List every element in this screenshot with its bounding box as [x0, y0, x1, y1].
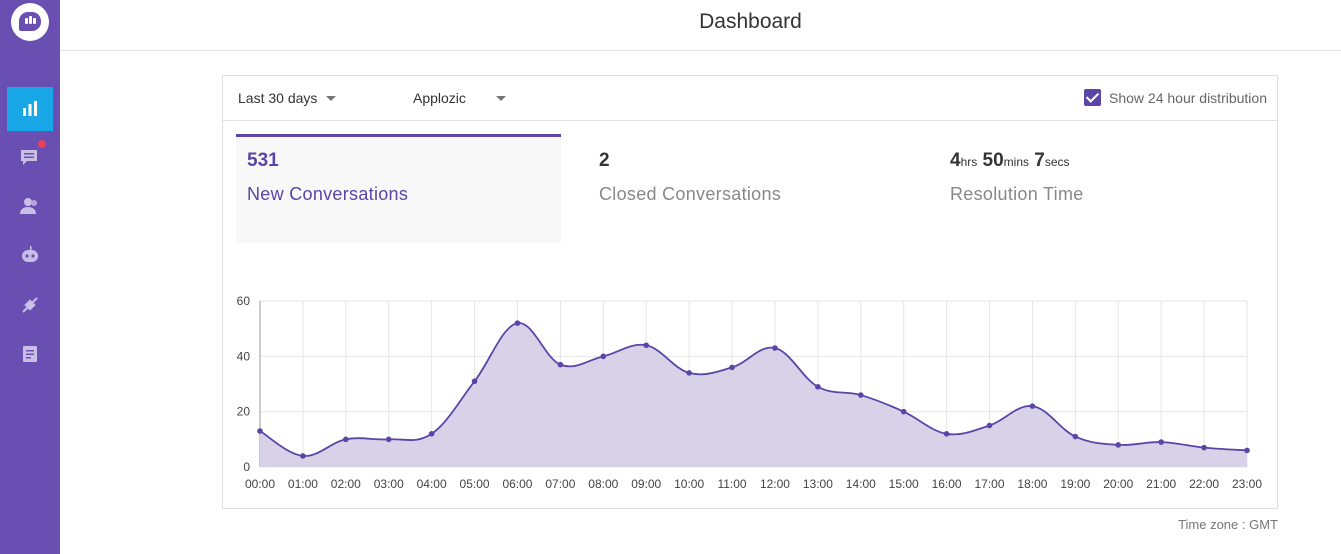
- header: Dashboard: [60, 0, 1341, 51]
- filter-toolbar: Last 30 days Applozic Show 24 hour distr…: [223, 76, 1277, 121]
- resolution-mins-unit: mins: [1003, 155, 1030, 169]
- x-tick-label: 14:00: [846, 477, 876, 491]
- x-tick-label: 08:00: [588, 477, 618, 491]
- x-tick-label: 19:00: [1060, 477, 1090, 491]
- x-tick-label: 05:00: [460, 477, 490, 491]
- x-tick-label: 10:00: [674, 477, 704, 491]
- x-tick-label: 09:00: [631, 477, 661, 491]
- x-tick-label: 00:00: [245, 477, 275, 491]
- nav-dashboard[interactable]: [7, 87, 53, 131]
- metric-new-conversations[interactable]: 531 New Conversations: [236, 134, 561, 242]
- metric-value: 2: [599, 150, 610, 171]
- x-tick-label: 16:00: [932, 477, 962, 491]
- dashboard-card: Last 30 days Applozic Show 24 hour distr…: [222, 75, 1278, 509]
- metric-closed-conversations[interactable]: 2 Closed Conversations: [588, 134, 913, 242]
- data-point: [300, 453, 306, 459]
- data-point: [1244, 447, 1250, 454]
- nav-users[interactable]: [7, 184, 53, 228]
- x-tick-label: 07:00: [545, 477, 575, 491]
- data-point: [772, 345, 778, 351]
- data-point: [1201, 444, 1207, 451]
- notification-dot: [38, 140, 46, 148]
- x-tick-label: 04:00: [417, 477, 447, 491]
- nav-bot[interactable]: [7, 234, 53, 278]
- data-point: [643, 342, 650, 349]
- data-point: [815, 383, 821, 390]
- resolution-secs: 7: [1034, 150, 1045, 171]
- data-point: [557, 361, 564, 368]
- y-tick-label: 0: [243, 460, 250, 474]
- x-tick-label: 15:00: [889, 477, 919, 491]
- y-tick-label: 20: [237, 405, 251, 419]
- nav-integrations[interactable]: [7, 283, 53, 327]
- series-area: [260, 322, 1247, 467]
- data-point: [471, 378, 478, 385]
- bar-chart-icon: [23, 101, 37, 116]
- data-point: [600, 353, 607, 360]
- data-point: [686, 370, 692, 376]
- data-point: [385, 436, 392, 443]
- resolution-hrs: 4: [950, 150, 961, 171]
- metric-resolution-time[interactable]: 4hrs 50mins 7secs Resolution Time: [939, 134, 1264, 242]
- metric-label: Resolution Time: [950, 184, 1084, 204]
- data-point: [343, 436, 349, 443]
- x-tick-label: 06:00: [502, 477, 532, 491]
- data-point: [514, 320, 521, 326]
- x-tick-label: 22:00: [1189, 477, 1219, 491]
- resolution-hrs-unit: hrs: [960, 155, 978, 169]
- metric-label: Closed Conversations: [599, 184, 782, 204]
- conversations-icon: [21, 150, 37, 165]
- y-tick-label: 40: [237, 349, 251, 363]
- metric-label: New Conversations: [247, 184, 409, 204]
- app-value: Applozic: [413, 90, 466, 106]
- metric-value: 4hrs 50mins 7secs: [950, 150, 1253, 176]
- data-point: [1115, 442, 1122, 448]
- metric-value: 531: [247, 150, 279, 171]
- page-title: Dashboard: [699, 10, 802, 33]
- nav-conversations[interactable]: [7, 135, 53, 179]
- chevron-down-icon: [495, 95, 506, 101]
- x-tick-label: 03:00: [374, 477, 404, 491]
- x-tick-label: 21:00: [1146, 477, 1176, 491]
- integrations-icon: [22, 297, 38, 313]
- x-tick-label: 13:00: [803, 477, 833, 491]
- data-point: [428, 431, 435, 437]
- y-tick-label: 60: [237, 294, 251, 308]
- show-24h-label: Show 24 hour distribution: [1109, 89, 1267, 106]
- date-range-dropdown[interactable]: Last 30 days: [238, 90, 337, 106]
- reports-icon: [23, 346, 37, 362]
- resolution-mins: 50: [982, 150, 1004, 171]
- resolution-secs-unit: secs: [1044, 155, 1070, 169]
- x-tick-label: 20:00: [1103, 477, 1133, 491]
- x-tick-label: 23:00: [1232, 477, 1262, 491]
- x-tick-label: 17:00: [975, 477, 1005, 491]
- bot-icon: [22, 246, 38, 262]
- checkbox-checked-icon[interactable]: [1084, 89, 1101, 106]
- data-point: [729, 364, 735, 371]
- chevron-down-icon: [326, 95, 337, 101]
- app-dropdown[interactable]: Applozic: [413, 90, 506, 106]
- data-point: [257, 428, 263, 434]
- nav-reports[interactable]: [7, 332, 53, 376]
- chat-bubble-icon: [19, 12, 41, 31]
- show-24h-toggle[interactable]: Show 24 hour distribution: [1084, 89, 1267, 106]
- app-logo[interactable]: [11, 3, 49, 41]
- x-tick-label: 11:00: [717, 477, 746, 491]
- users-icon: [20, 198, 37, 214]
- data-point: [857, 392, 864, 398]
- timezone-label: Time zone : GMT: [1178, 517, 1278, 532]
- date-range-value: Last 30 days: [238, 90, 318, 106]
- x-tick-label: 18:00: [1017, 477, 1047, 491]
- data-point: [1158, 439, 1164, 445]
- data-point: [1072, 433, 1079, 440]
- x-tick-label: 02:00: [331, 477, 361, 491]
- conversations-area-chart: 0 20 40 60 00:00 01:00 02:00 03:00 04:00 05:00 06:…: [237, 294, 1263, 491]
- data-point: [986, 422, 993, 429]
- data-point: [943, 431, 950, 437]
- data-point: [1029, 403, 1036, 409]
- x-tick-label: 01:00: [288, 477, 318, 491]
- x-tick-label: 12:00: [760, 477, 790, 491]
- data-point: [900, 408, 907, 415]
- sidebar: [0, 0, 60, 554]
